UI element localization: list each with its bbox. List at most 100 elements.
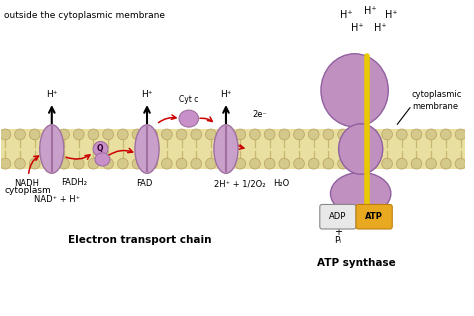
Text: H⁺: H⁺ bbox=[220, 90, 232, 99]
Ellipse shape bbox=[135, 125, 159, 173]
Circle shape bbox=[15, 158, 26, 169]
Circle shape bbox=[264, 158, 275, 169]
Text: H⁺: H⁺ bbox=[364, 6, 376, 16]
FancyBboxPatch shape bbox=[0, 129, 465, 169]
Text: ATP synthase: ATP synthase bbox=[317, 258, 395, 268]
Circle shape bbox=[118, 129, 128, 140]
Text: H₂O: H₂O bbox=[273, 179, 290, 188]
FancyBboxPatch shape bbox=[320, 204, 356, 229]
Text: FAD: FAD bbox=[137, 179, 153, 188]
Ellipse shape bbox=[321, 54, 388, 127]
Text: H⁺: H⁺ bbox=[374, 23, 387, 33]
Circle shape bbox=[323, 158, 334, 169]
Circle shape bbox=[118, 158, 128, 169]
Circle shape bbox=[44, 158, 55, 169]
Circle shape bbox=[235, 129, 246, 140]
Text: FADH₂: FADH₂ bbox=[61, 178, 87, 186]
Circle shape bbox=[440, 158, 451, 169]
Circle shape bbox=[323, 129, 334, 140]
Text: H⁺: H⁺ bbox=[351, 23, 364, 33]
Text: H⁺: H⁺ bbox=[385, 10, 398, 20]
Circle shape bbox=[279, 158, 290, 169]
Ellipse shape bbox=[214, 125, 238, 173]
Circle shape bbox=[352, 129, 363, 140]
Circle shape bbox=[309, 158, 319, 169]
Circle shape bbox=[88, 129, 99, 140]
Circle shape bbox=[352, 158, 363, 169]
Circle shape bbox=[103, 129, 113, 140]
Text: H⁺: H⁺ bbox=[46, 90, 57, 99]
Ellipse shape bbox=[179, 110, 199, 127]
Circle shape bbox=[220, 158, 231, 169]
Circle shape bbox=[337, 129, 348, 140]
Circle shape bbox=[44, 129, 55, 140]
Text: cytoplasmic
membrane: cytoplasmic membrane bbox=[412, 90, 462, 111]
Circle shape bbox=[59, 158, 69, 169]
Circle shape bbox=[59, 129, 69, 140]
Circle shape bbox=[29, 129, 40, 140]
Circle shape bbox=[176, 129, 187, 140]
Text: 2H⁺ + 1/2O₂: 2H⁺ + 1/2O₂ bbox=[214, 179, 265, 188]
Text: NAD⁺ + H⁺: NAD⁺ + H⁺ bbox=[34, 195, 81, 204]
Text: Cyt c: Cyt c bbox=[179, 95, 199, 105]
Circle shape bbox=[132, 158, 143, 169]
Circle shape bbox=[15, 129, 26, 140]
Circle shape bbox=[206, 129, 216, 140]
Circle shape bbox=[396, 129, 407, 140]
Text: Pᵢ: Pᵢ bbox=[335, 236, 341, 245]
Circle shape bbox=[367, 129, 378, 140]
Circle shape bbox=[0, 158, 11, 169]
Circle shape bbox=[235, 158, 246, 169]
Circle shape bbox=[29, 158, 40, 169]
FancyBboxPatch shape bbox=[356, 204, 392, 229]
Ellipse shape bbox=[338, 124, 383, 174]
Circle shape bbox=[440, 129, 451, 140]
Text: Q: Q bbox=[96, 143, 103, 153]
Circle shape bbox=[162, 158, 172, 169]
Ellipse shape bbox=[93, 142, 108, 157]
Text: ATP: ATP bbox=[365, 212, 383, 221]
Circle shape bbox=[250, 158, 260, 169]
Text: cytoplasm: cytoplasm bbox=[4, 185, 51, 195]
Circle shape bbox=[294, 129, 304, 140]
Circle shape bbox=[337, 158, 348, 169]
Ellipse shape bbox=[40, 125, 64, 173]
Circle shape bbox=[73, 158, 84, 169]
Circle shape bbox=[88, 158, 99, 169]
Text: outside the cytoplasmic membrane: outside the cytoplasmic membrane bbox=[4, 11, 165, 20]
Circle shape bbox=[250, 129, 260, 140]
Text: 2e⁻: 2e⁻ bbox=[252, 110, 267, 118]
Circle shape bbox=[191, 158, 201, 169]
Text: H⁺: H⁺ bbox=[141, 90, 153, 99]
Text: H⁺: H⁺ bbox=[340, 10, 353, 20]
Circle shape bbox=[382, 129, 392, 140]
Circle shape bbox=[206, 158, 216, 169]
Ellipse shape bbox=[95, 153, 110, 166]
Text: NADH: NADH bbox=[14, 179, 39, 188]
Circle shape bbox=[191, 129, 201, 140]
Circle shape bbox=[426, 129, 437, 140]
Circle shape bbox=[264, 129, 275, 140]
Circle shape bbox=[382, 158, 392, 169]
Circle shape bbox=[426, 158, 437, 169]
Text: ADP: ADP bbox=[329, 212, 346, 221]
Circle shape bbox=[147, 129, 157, 140]
Circle shape bbox=[0, 129, 11, 140]
Circle shape bbox=[147, 158, 157, 169]
Circle shape bbox=[396, 158, 407, 169]
Text: Electron transport chain: Electron transport chain bbox=[68, 235, 212, 245]
Circle shape bbox=[162, 129, 172, 140]
Circle shape bbox=[411, 158, 422, 169]
Circle shape bbox=[103, 158, 113, 169]
Circle shape bbox=[411, 129, 422, 140]
Circle shape bbox=[455, 158, 466, 169]
Circle shape bbox=[220, 129, 231, 140]
Circle shape bbox=[279, 129, 290, 140]
Circle shape bbox=[294, 158, 304, 169]
Text: +: + bbox=[334, 227, 342, 237]
Circle shape bbox=[176, 158, 187, 169]
Circle shape bbox=[132, 129, 143, 140]
Ellipse shape bbox=[330, 173, 391, 215]
Circle shape bbox=[455, 129, 466, 140]
Circle shape bbox=[73, 129, 84, 140]
